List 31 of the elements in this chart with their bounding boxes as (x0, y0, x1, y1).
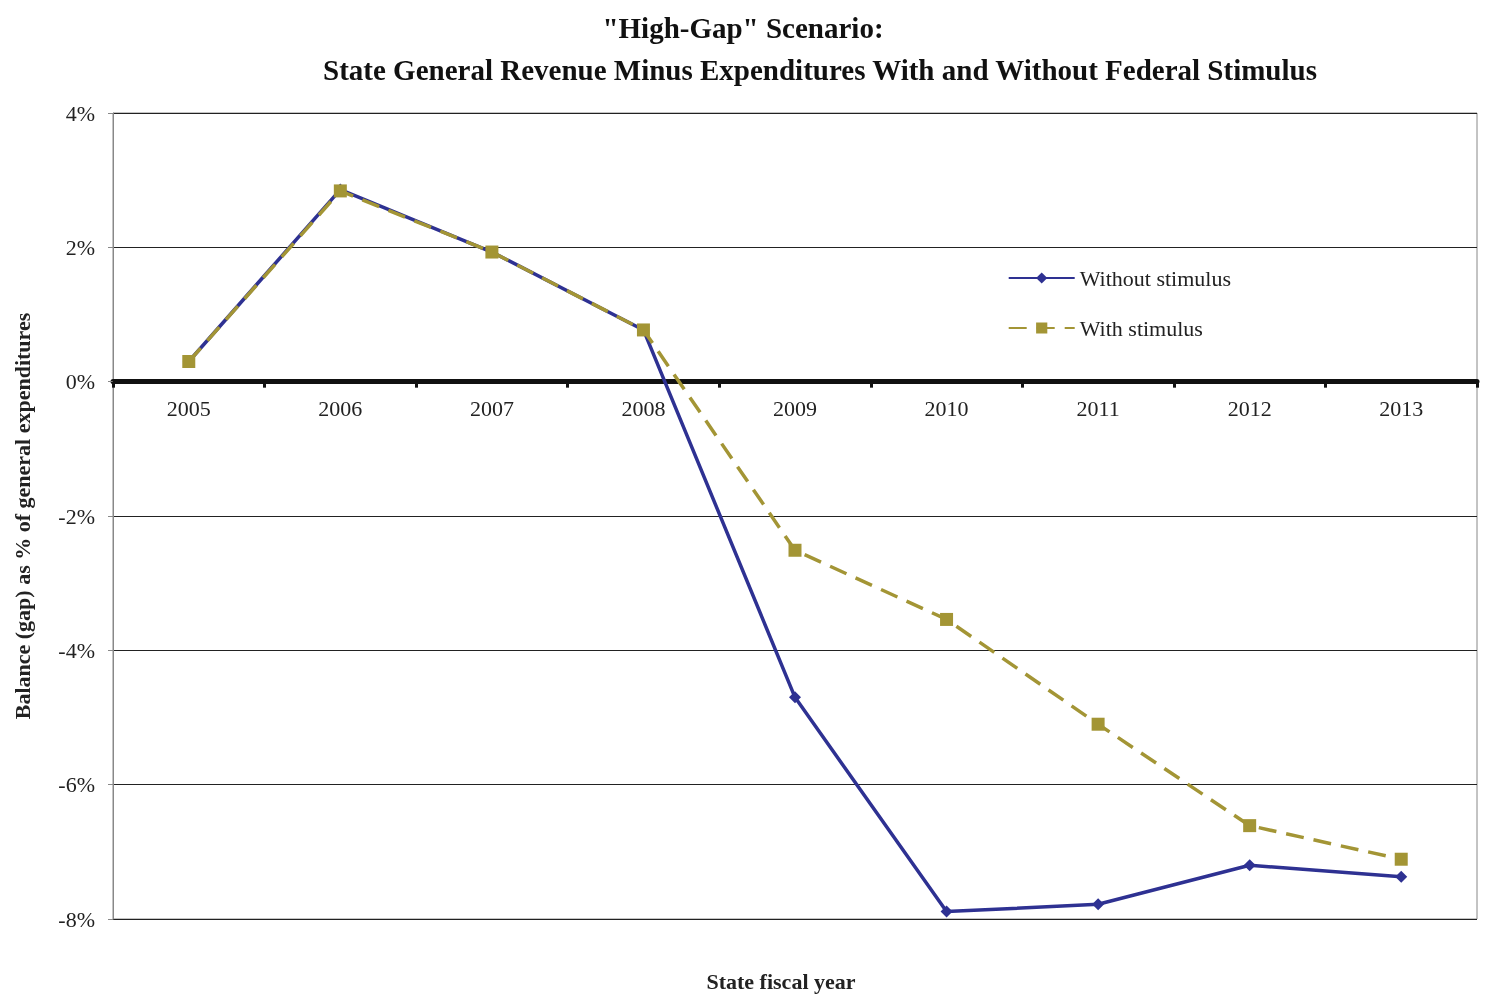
x-tick-label: 2011 (1076, 396, 1120, 422)
point (1395, 870, 1408, 883)
y-tick-label: 4% (65, 100, 95, 126)
x-tick-label: 2010 (924, 396, 969, 422)
legend-label: With stimulus (1079, 315, 1203, 341)
x-tick-label: 2005 (166, 396, 211, 422)
y-tick-label: -6% (58, 772, 95, 798)
x-tick-label: 2008 (621, 396, 666, 422)
legend-label: Without stimulus (1079, 265, 1231, 291)
point (1092, 898, 1105, 911)
x-tick-label: 2009 (773, 396, 817, 422)
x-tick-label: 2012 (1227, 396, 1272, 422)
y-tick-label: 2% (65, 234, 95, 260)
point (789, 691, 801, 704)
x-tick-label: 2013 (1379, 396, 1424, 422)
point (1394, 852, 1408, 866)
chart-title: "High-Gap" Scenario: (602, 11, 884, 44)
point (1243, 859, 1256, 872)
point (940, 612, 954, 626)
y-tick-label: 0% (65, 369, 95, 395)
y-tick-label: -2% (58, 503, 95, 529)
y-tick-label: -8% (58, 906, 95, 932)
point (1243, 819, 1257, 833)
x-tick-label: 2007 (469, 396, 514, 422)
point (1091, 717, 1105, 731)
chart-subtitle: State General Revenue Minus Expenditures With and Without Federal Stimulus (323, 53, 1317, 86)
y-axis-title: Balance (gap) as % of general expenditures (9, 312, 35, 720)
x-axis-title: State fiscal year (706, 968, 856, 994)
y-tick-label: -4% (58, 637, 95, 663)
x-tick-label: 2006 (318, 396, 363, 422)
point (788, 543, 802, 557)
